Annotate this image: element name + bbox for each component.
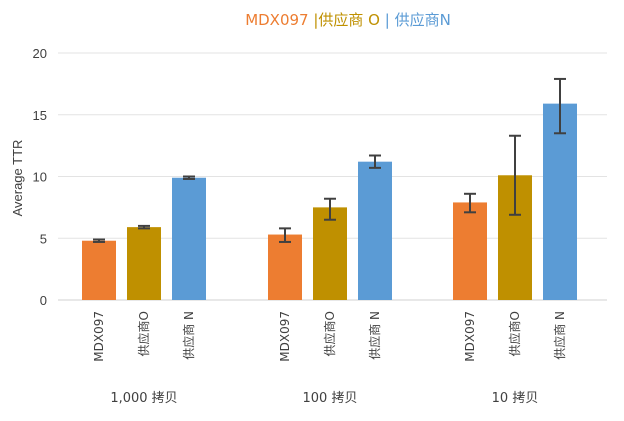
- x-group-labels: 1,000 拷贝 100 拷贝 10 拷贝: [110, 391, 538, 406]
- y-tick-label: 20: [33, 46, 47, 61]
- y-axis-label: Average TTR: [10, 140, 25, 217]
- bar: [543, 103, 577, 300]
- title-part-1: |供应商 O: [309, 11, 380, 29]
- bar: [127, 227, 161, 300]
- bar: [313, 207, 347, 300]
- x-category-label: 供应商 N: [552, 311, 567, 360]
- error-bars: [93, 77, 566, 243]
- y-tick-label: 0: [40, 293, 47, 308]
- y-tick-label: 15: [33, 108, 47, 123]
- title-part-0: MDX097: [245, 11, 308, 29]
- x-category-label: MDX097: [278, 311, 292, 362]
- x-group-label: 1,000 拷贝: [110, 391, 177, 406]
- chart-title: MDX097 |供应商 O | 供应商N: [245, 11, 451, 29]
- x-category-label: 供应商 N: [181, 311, 196, 360]
- x-category-label: 供应商O: [136, 311, 151, 356]
- x-category-label: 供应商 N: [367, 311, 382, 360]
- y-tick-label: 10: [33, 170, 47, 185]
- x-category-label: 供应商O: [507, 311, 522, 356]
- x-group-label: 10 拷贝: [492, 391, 539, 406]
- y-tick-label: 5: [40, 231, 47, 246]
- title-part-2: | 供应商N: [380, 11, 451, 29]
- bars: [82, 103, 577, 300]
- x-category-label: 供应商O: [322, 311, 337, 356]
- x-group-label: 100 拷贝: [303, 391, 358, 406]
- bar: [268, 234, 302, 300]
- x-category-label: MDX097: [463, 311, 477, 362]
- y-axis-ticks: 0 5 10 15 20: [33, 46, 47, 308]
- bar: [172, 177, 206, 300]
- bar: [82, 240, 116, 300]
- bar: [358, 161, 392, 300]
- bar: [453, 202, 487, 300]
- x-category-label: MDX097: [92, 311, 106, 362]
- x-category-labels: MDX097 供应商O 供应商 N MDX097 供应商O 供应商 N MDX097 供应商O…: [92, 311, 567, 362]
